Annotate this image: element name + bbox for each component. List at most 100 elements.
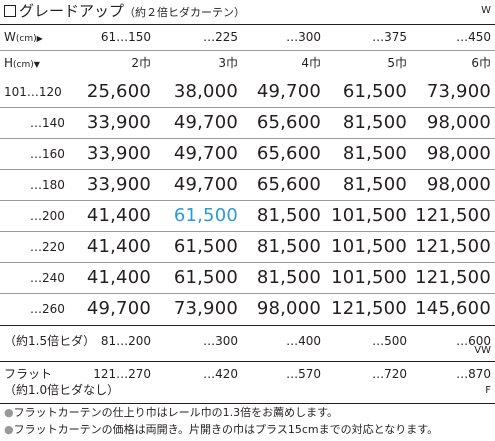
price-cell: 33,900 — [86, 143, 151, 164]
price-cell: 98,000 — [256, 298, 321, 319]
rule-section-15 — [0, 325, 495, 326]
note-line: ●フラットカーテンの仕上り巾はレール巾の1.3倍をお薦めします。 — [4, 404, 491, 421]
price-cell: 65,600 — [256, 143, 321, 164]
width-range-5: …450 — [456, 30, 491, 44]
page-title: グレードアップ（約２倍ヒダカーテン） — [19, 1, 245, 23]
panel-width-1: 2巾 — [131, 56, 151, 70]
row-divider — [0, 200, 495, 201]
price-cell: 25,600 — [86, 81, 151, 102]
down-triangle-icon: ▼ — [33, 60, 40, 69]
pleat-15-range-1: 81…200 — [100, 334, 151, 348]
rule-top — [0, 24, 495, 25]
price-cell: 81,500 — [342, 143, 407, 164]
width-header-row: W(cm)▶ 61…150 …225 …300 …375 …450 — [0, 26, 495, 48]
price-cell: 98,000 — [426, 174, 491, 195]
height-range: …240 — [30, 271, 65, 285]
table-row: …160 33,900 49,700 65,600 81,500 98,000 — [0, 139, 495, 169]
price-cell: 41,400 — [86, 236, 151, 257]
pleat-15-range-3: …400 — [286, 334, 321, 348]
rule-section-flat — [0, 361, 495, 362]
price-cell: 121,500 — [331, 298, 407, 319]
panel-width-4: 5巾 — [387, 56, 407, 70]
flat-range-1: 121…270 — [93, 367, 151, 381]
price-cell: 121,500 — [415, 267, 491, 288]
right-triangle-icon: ▶ — [36, 34, 43, 43]
price-cell: 121,500 — [415, 236, 491, 257]
price-cell: 38,000 — [173, 81, 238, 102]
width-range-1: 61…150 — [100, 30, 151, 44]
price-cell: 33,900 — [86, 174, 151, 195]
panel-width-5: 6巾 — [471, 56, 491, 70]
flat-range-4: …720 — [372, 367, 407, 381]
price-cell: 61,500 — [173, 236, 238, 257]
price-cell: 121,500 — [415, 205, 491, 226]
title-main: グレードアップ — [19, 2, 125, 20]
flat-sub-label: （約1.0倍ヒダなし） — [4, 383, 120, 397]
row-divider — [0, 262, 495, 263]
flat-range-3: …570 — [286, 367, 321, 381]
price-cell: 49,700 — [256, 81, 321, 102]
row-divider — [0, 107, 495, 108]
price-cell: 49,700 — [173, 174, 238, 195]
width-label: W — [4, 30, 16, 44]
price-cell: 41,400 — [86, 205, 151, 226]
row-divider — [0, 293, 495, 294]
price-cell: 81,500 — [256, 205, 321, 226]
pleat-15-range-2: …300 — [203, 334, 238, 348]
table-row: …200 41,400 61,500 81,500 101,500 121,50… — [0, 201, 495, 231]
note-line: ●フラットカーテンの価格は両開き。片開きの巾はプラス15cmまでの対応となります… — [4, 421, 491, 438]
flat-range-2: …420 — [203, 367, 238, 381]
panel-width-2: 3巾 — [218, 56, 238, 70]
price-cell: 101,500 — [331, 205, 407, 226]
width-range-3: …300 — [286, 30, 321, 44]
height-range: …140 — [30, 116, 65, 130]
height-range: …220 — [30, 240, 65, 254]
flat-row: フラット （約1.0倍ヒダなし） 121…270 …420 …570 …720 …… — [0, 364, 495, 404]
width-range-2: …225 — [203, 30, 238, 44]
width-axis-label: W(cm)▶ — [4, 26, 43, 50]
price-cell: 49,700 — [173, 112, 238, 133]
price-cell: 101,500 — [331, 267, 407, 288]
table-row: 101…120 25,600 38,000 49,700 61,500 73,9… — [0, 77, 495, 107]
price-cell: 49,700 — [173, 143, 238, 164]
price-cell: 33,900 — [86, 112, 151, 133]
price-cell: 81,500 — [256, 236, 321, 257]
pleat-15-range-5: …600 — [456, 334, 491, 348]
price-cell: 98,000 — [426, 112, 491, 133]
height-range: …200 — [30, 209, 65, 223]
code-w: W — [481, 5, 491, 16]
price-cell: 65,600 — [256, 174, 321, 195]
width-unit: (cm) — [15, 34, 37, 44]
bullet-icon: ● — [4, 423, 14, 436]
price-cell: 81,500 — [256, 267, 321, 288]
height-range: 101…120 — [4, 85, 62, 99]
table-row: …240 41,400 61,500 81,500 101,500 121,50… — [0, 263, 495, 293]
code-vw: VW — [474, 345, 491, 356]
checkbox-square-icon — [4, 5, 16, 17]
flat-label-block: フラット （約1.0倍ヒダなし） — [4, 366, 119, 398]
price-cell: 81,500 — [342, 112, 407, 133]
table-row: …140 33,900 49,700 65,600 81,500 98,000 — [0, 108, 495, 138]
price-cell: 73,900 — [173, 298, 238, 319]
height-unit: (cm) — [13, 60, 34, 70]
price-cell: 145,600 — [415, 298, 491, 319]
price-cell: 98,000 — [426, 143, 491, 164]
height-range: …180 — [30, 178, 65, 192]
note-text: フラットカーテンの価格は両開き。片開きの巾はプラス15cmまでの対応となります。 — [13, 423, 439, 436]
code-f: F — [485, 385, 491, 396]
row-divider — [0, 169, 495, 170]
price-cell: 61,500 — [173, 267, 238, 288]
table-row: …220 41,400 61,500 81,500 101,500 121,50… — [0, 232, 495, 262]
table-row: …260 49,700 73,900 98,000 121,500 145,60… — [0, 294, 495, 324]
height-range: …160 — [30, 147, 65, 161]
price-cell: 81,500 — [342, 174, 407, 195]
pleat-15-row: （約1.5倍ヒダ） 81…200 …300 …400 …500 …600 — [0, 329, 495, 353]
price-cell: 73,900 — [426, 81, 491, 102]
row-divider — [0, 231, 495, 232]
price-cell: 65,600 — [256, 112, 321, 133]
price-cell: 49,700 — [86, 298, 151, 319]
bullet-icon: ● — [4, 406, 14, 419]
height-axis-label: H(cm)▼ — [4, 52, 40, 76]
panel-header-row: H(cm)▼ 2巾 3巾 4巾 5巾 6巾 — [0, 52, 495, 74]
